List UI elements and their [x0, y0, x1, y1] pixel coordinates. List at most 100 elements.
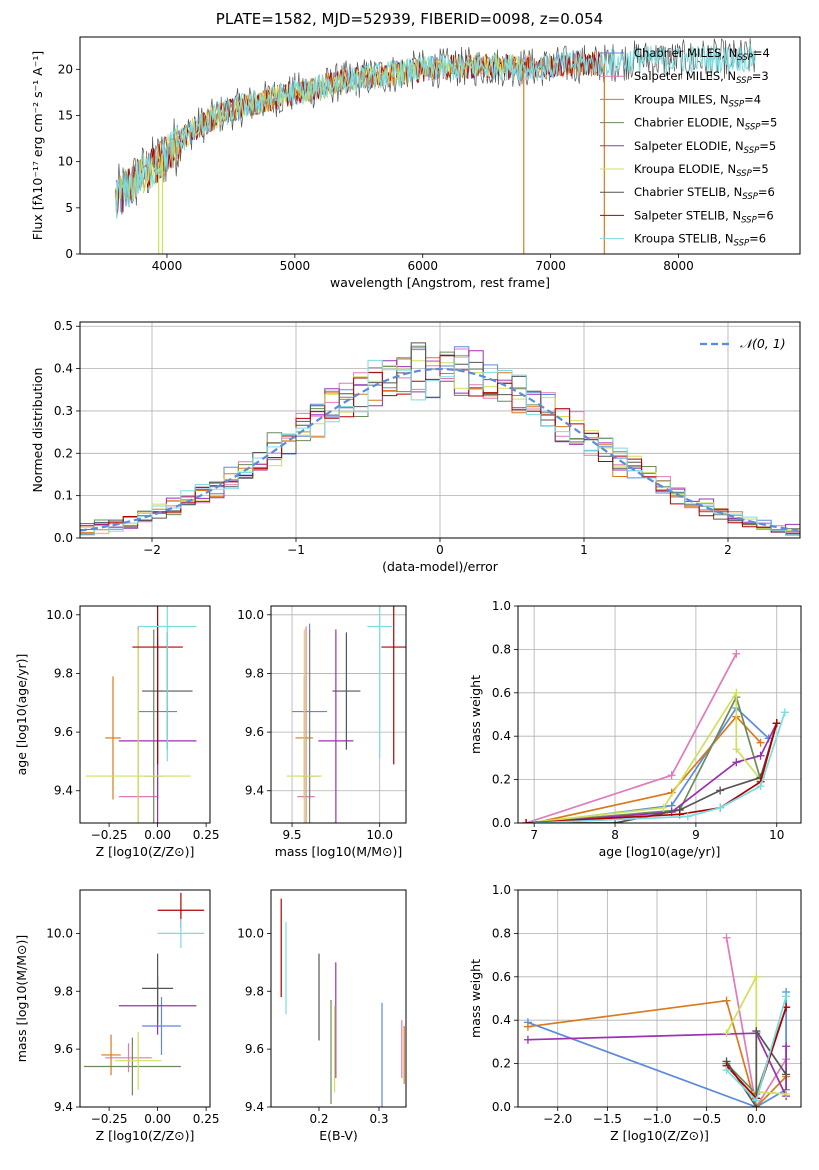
age_vs_Z-frame	[79, 605, 211, 824]
mass_vs_ebv-xtick-label: 0.3	[369, 1112, 388, 1126]
weight_vs_Z-plot-area	[523, 933, 791, 1107]
spectrum-xtick-label: 5000	[280, 259, 311, 273]
weight_vs_age-ytick-label: 0.0	[492, 816, 511, 830]
mass_vs_Z-xtick-label: 0.25	[193, 1112, 220, 1126]
age_vs_mass-xtick-label: 9.5	[282, 828, 301, 842]
mass_vs_Z-frame	[79, 889, 211, 1108]
weight_vs_Z-panel: −2.0 −1.5 −1.0 −0.5 0.0 0.0 0.2 0.4 0.6 0.8 1.0 Z […	[468, 883, 802, 1143]
weight-marker-kroupa_miles	[523, 1022, 532, 1031]
weight-marker-chabrier_stelib	[752, 1027, 761, 1036]
residual_hist-xtick-label: −1	[287, 543, 305, 557]
weight_vs_Z-xlabel: Z [log10(Z/Z⊙)]	[610, 1128, 709, 1143]
mass_vs_Z-ytick-label: 9.6	[54, 1042, 73, 1056]
mass_vs_Z-panel: −0.25 0.00 0.25 9.4 9.6 9.8 10.0 Z [log10(Z/Z⊙)…	[14, 889, 220, 1143]
weight-marker-salpeter_elodie	[756, 751, 765, 760]
spectrum-ytick-label: 20	[58, 62, 73, 76]
spectrum-plot-area	[115, 38, 756, 254]
weight-marker-kroupa_elodie	[752, 972, 761, 981]
weight_vs_Z-ylabel: mass weight	[468, 959, 483, 1038]
residual_hist-ytick-label: 0.3	[54, 404, 73, 418]
weight_vs_Z-ytick-label: 0.0	[492, 1100, 511, 1114]
spectrum-line-kroupa_stelib	[115, 43, 756, 219]
weight-marker-salpeter_miles	[722, 933, 731, 942]
weight-marker-salpeter_elodie	[732, 758, 741, 767]
age_vs_Z-xtick-label: 0.00	[144, 828, 171, 842]
age_vs_Z-ytick-label: 9.4	[54, 784, 73, 798]
weight-marker-kroupa_stelib	[716, 803, 725, 812]
weight_vs_age-ytick-label: 0.6	[492, 686, 511, 700]
residual_hist-ytick-label: 0.4	[54, 362, 73, 376]
age_vs_mass-plot-area	[286, 606, 406, 823]
legend-label-1: Salpeter MILES, NSSP=3	[634, 69, 769, 86]
weight_vs_age-ytick-label: 1.0	[492, 599, 511, 613]
age_vs_mass-ytick-label: 10.0	[237, 608, 264, 622]
spectrum-line-kroupa_elodie	[115, 54, 526, 212]
spectrum-ytick-label: 15	[58, 108, 73, 122]
age_vs_mass-ytick-label: 9.8	[245, 666, 264, 680]
residual_hist-xtick-label: 0	[436, 543, 444, 557]
weight-marker-kroupa_stelib	[752, 1096, 761, 1105]
weight_vs_age-ytick-label: 0.2	[492, 773, 511, 787]
age_vs_mass-xlabel: mass [log10(M/M⊙)]	[275, 844, 403, 859]
age_vs_mass-xtick-label: 10.0	[366, 828, 393, 842]
spectrum-xtick-label: 8000	[663, 259, 694, 273]
weight_vs_age-plot-area	[522, 649, 789, 823]
normal-curve	[80, 367, 800, 532]
spectrum-panel: 4000 5000 6000 7000 8000 0 5 10 15 20 wavelength […	[30, 36, 801, 290]
weight_vs_age-frame	[517, 605, 802, 824]
mass_vs_ebv-frame	[270, 889, 407, 1108]
weight_vs_age-ytick-label: 0.8	[492, 642, 511, 656]
spectrum-xtick-label: 6000	[407, 259, 438, 273]
weight-marker-salpeter_miles	[732, 649, 741, 658]
age_vs_mass-ytick-label: 9.4	[245, 784, 264, 798]
weight_vs_Z-ytick-label: 0.2	[492, 1057, 511, 1071]
weight_vs_Z-frame	[517, 889, 802, 1108]
residual_hist-plot-area	[80, 342, 800, 538]
mass_vs_ebv-ytick-label: 9.8	[245, 984, 264, 998]
weight_vs_Z-xtick-label: −1.0	[642, 1112, 671, 1126]
legend-label-5: Kroupa ELODIE, NSSP=5	[634, 162, 769, 179]
weight-marker-salpeter_stelib	[772, 719, 781, 728]
weight-marker-kroupa_elodie	[722, 1029, 731, 1038]
weight-marker-salpeter_miles	[667, 771, 676, 780]
mass_vs_ebv-xlabel: E(B-V)	[319, 1128, 358, 1143]
weight_vs_age-ytick-label: 0.4	[492, 729, 511, 743]
weight-marker-kroupa_stelib	[683, 812, 692, 821]
legend-label-7: Salpeter STELIB, NSSP=6	[634, 208, 774, 225]
weight_vs_Z-ytick-label: 0.6	[492, 970, 511, 984]
weight-line-chabrier_stelib	[534, 722, 778, 823]
age_vs_Z-ytick-label: 9.6	[54, 725, 73, 739]
weight_vs_age-xlabel: age [log10(age/yr)]	[599, 844, 721, 859]
age_vs_mass-ytick-label: 9.6	[245, 725, 264, 739]
residual_hist-ylabel: Normed distribution	[30, 368, 45, 493]
weight_vs_age-xtick-label: 9	[692, 828, 700, 842]
weight_vs_Z-ytick-label: 0.8	[492, 926, 511, 940]
weight_vs_age-xtick-label: 7	[530, 828, 538, 842]
age_vs_Z-xtick-label: −0.25	[91, 828, 128, 842]
weight_vs_Z-ytick-label: 0.4	[492, 1013, 511, 1027]
age_vs_Z-panel: −0.25 0.00 0.25 9.4 9.6 9.8 10.0 Z [log10(Z/Z⊙)…	[14, 605, 219, 859]
spectrum-frame	[79, 36, 801, 255]
hist-series-kroupa_stelib	[80, 356, 800, 538]
weight-marker-kroupa_stelib	[780, 708, 789, 717]
residual_hist-ytick-label: 0.2	[54, 446, 73, 460]
residual_hist-ytick-label: 0.5	[54, 319, 73, 333]
residual_hist-frame	[79, 321, 801, 539]
residual_hist-xtick-label: 2	[724, 543, 732, 557]
legend-label-4: Salpeter ELODIE, NSSP=5	[634, 139, 776, 156]
weight-marker-kroupa_elodie	[732, 745, 741, 754]
spectrum-ylabel: Flux [fλ10⁻¹⁷ erg cm⁻² s⁻¹ A⁻¹]	[30, 51, 45, 240]
weight-marker-kroupa_miles	[722, 996, 731, 1005]
weight-marker-salpeter_elodie	[782, 1042, 791, 1051]
weight-line-chabrier_miles	[534, 706, 770, 823]
weight-marker-kroupa_stelib	[782, 992, 791, 1001]
residual_hist-xtick-label: −2	[143, 543, 161, 557]
normal-legend-label: 𝒩(0, 1)	[740, 336, 786, 351]
residual_hist-ytick-label: 0.1	[54, 489, 73, 503]
residual_hist-ytick-label: 0.0	[54, 531, 73, 545]
legend-label-2: Kroupa MILES, NSSP=4	[634, 92, 761, 109]
weight_vs_Z-xtick-label: −0.5	[692, 1112, 721, 1126]
spectrum-xtick-label: 4000	[152, 259, 183, 273]
figure-title: PLATE=1582, MJD=52939, FIBERID=0098, z=0…	[215, 10, 604, 28]
mass_vs_ebv-plot-area	[280, 898, 405, 1107]
